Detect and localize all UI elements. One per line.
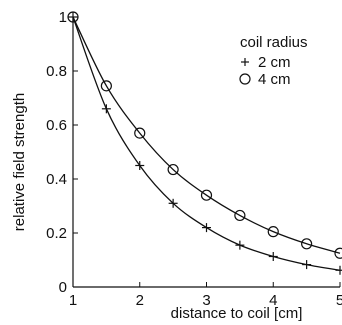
data-point-4cm — [100, 80, 112, 92]
y-tick-label: 0.8 — [46, 63, 67, 80]
axes: 1 2 3 4 5 0 0.2 0.4 0.6 0.8 1 — [46, 9, 342, 309]
x-tick-label: 3 — [202, 292, 210, 309]
y-axis-label: relative field strength — [11, 93, 28, 231]
data-point-2cm — [68, 12, 78, 22]
data-point-4cm — [67, 11, 79, 23]
y-tick-label: 0.2 — [46, 225, 67, 242]
data-point-2cm — [335, 265, 342, 275]
data-point-2cm — [135, 161, 145, 170]
data-point-2cm — [302, 260, 312, 270]
series-line-2cm — [72, 16, 341, 271]
x-tick-label: 1 — [69, 292, 77, 309]
legend-label: 2 cm — [258, 54, 291, 71]
legend-plus-icon — [241, 58, 249, 66]
series-line-4cm — [72, 16, 341, 254]
x-tick-label: 5 — [336, 292, 342, 309]
data-point-4cm — [267, 226, 279, 238]
y-tick-label: 0 — [59, 279, 67, 296]
y-tick-label: 1 — [59, 9, 67, 26]
data-point-4cm — [301, 238, 313, 250]
data-point-2cm — [235, 240, 245, 250]
x-tick-label: 2 — [136, 292, 144, 309]
data-point-2cm — [101, 104, 111, 114]
data-point-2cm — [168, 198, 178, 208]
labels: distance to coil [cm] relative field str… — [11, 93, 302, 322]
y-tick-label: 0.6 — [46, 117, 67, 134]
legend: coil radius 2 cm 4 cm — [239, 34, 308, 88]
data-point-4cm — [234, 209, 246, 222]
legend-entry-2cm: 2 cm — [241, 54, 291, 71]
data-point-2cm — [202, 223, 211, 233]
x-tick-label: 4 — [269, 292, 277, 309]
y-tick-label: 0.4 — [46, 171, 67, 188]
data-point-4cm — [134, 127, 146, 139]
markers — [67, 11, 342, 275]
data-point-2cm — [268, 251, 278, 261]
data-point-4cm — [167, 163, 179, 176]
data-point-4cm — [334, 247, 342, 259]
legend-circle-icon — [239, 73, 251, 85]
curves — [72, 16, 341, 271]
legend-title: coil radius — [240, 34, 308, 51]
legend-label: 4 cm — [258, 71, 291, 88]
legend-entry-4cm: 4 cm — [239, 71, 291, 88]
data-point-4cm — [200, 189, 213, 201]
x-axis-label: distance to coil [cm] — [171, 305, 303, 322]
